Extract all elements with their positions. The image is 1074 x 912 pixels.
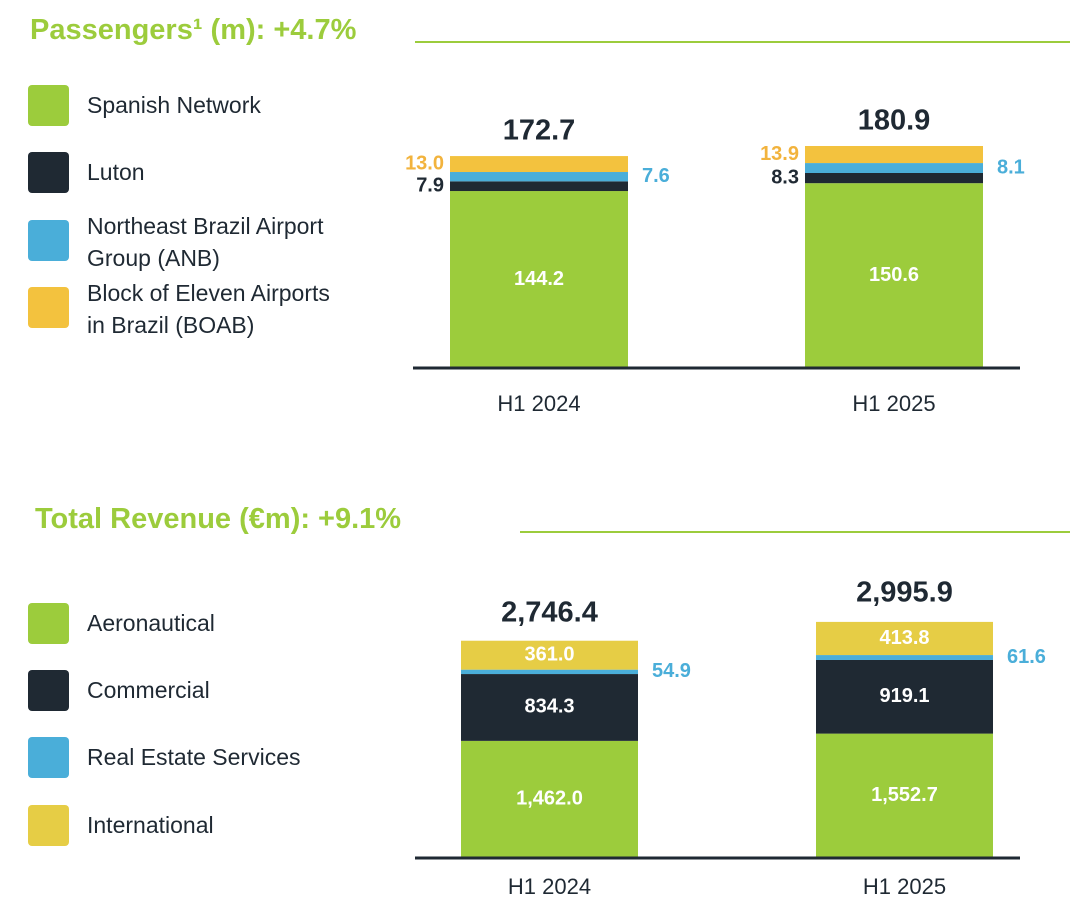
bar-segment	[816, 655, 993, 660]
value-label: 1,462.0	[516, 788, 583, 810]
bar-segment	[805, 146, 983, 164]
legend-swatch	[28, 85, 69, 126]
value-label: 1,552.7	[871, 784, 938, 806]
bar-segment	[805, 172, 983, 184]
value-label: 13.0	[405, 152, 444, 174]
total-label: 2,995.9	[856, 577, 953, 609]
bar-segment	[461, 740, 638, 858]
x-tick-label: H1 2025	[863, 874, 946, 899]
bar-segment	[450, 181, 628, 192]
total-label: 172.7	[503, 115, 576, 147]
value-label: 7.9	[416, 174, 444, 196]
value-label: 13.9	[760, 143, 799, 165]
value-label: 919.1	[879, 685, 929, 707]
legend-label: International	[87, 812, 214, 838]
legend-label: Northeast Brazil Airport Group (ANB)	[87, 213, 324, 271]
value-label: 8.3	[771, 166, 799, 188]
value-label: 413.8	[879, 627, 929, 649]
chart-title: Passengers¹ (m): +4.7%	[30, 14, 357, 46]
total-label: 180.9	[858, 105, 931, 137]
legend-label: Block of Eleven Airports in Brazil (BOAB…	[87, 280, 330, 338]
value-label: 7.6	[642, 165, 670, 187]
total-label: 2,746.4	[501, 597, 598, 629]
legend-swatch	[28, 220, 69, 261]
value-label: 8.1	[997, 156, 1025, 178]
legend-label: Real Estate Services	[87, 744, 301, 770]
chart-title: Total Revenue (€m): +9.1%	[35, 503, 402, 535]
legend-label: Spanish Network	[87, 92, 261, 118]
value-label: 834.3	[524, 696, 574, 718]
bar-segment	[461, 640, 638, 670]
bar-segment	[805, 163, 983, 173]
x-tick-label: H1 2025	[852, 391, 935, 416]
value-label: 61.6	[1007, 646, 1046, 668]
x-tick-label: H1 2024	[497, 391, 580, 416]
bar-segment	[450, 156, 628, 173]
bar-segment	[450, 191, 628, 368]
bar-segment	[816, 659, 993, 734]
legend-swatch	[28, 152, 69, 193]
bar-segment	[805, 183, 983, 368]
value-label: 54.9	[652, 660, 691, 682]
bar-segment	[450, 172, 628, 182]
bar-segment	[816, 733, 993, 858]
x-tick-label: H1 2024	[508, 874, 591, 899]
legend-swatch	[28, 805, 69, 846]
legend-swatch	[28, 670, 69, 711]
bar-segment	[816, 621, 993, 656]
legend-label: Luton	[87, 159, 145, 185]
value-label: 361.0	[524, 643, 574, 665]
legend-swatch	[28, 287, 69, 328]
legend-swatch	[28, 603, 69, 644]
bar-segment	[461, 669, 638, 675]
value-label: 150.6	[869, 264, 919, 286]
legend-label: Commercial	[87, 677, 210, 703]
bar-segment	[461, 674, 638, 741]
legend-swatch	[28, 737, 69, 778]
legend-label: Aeronautical	[87, 610, 215, 636]
value-label: 144.2	[514, 268, 564, 290]
